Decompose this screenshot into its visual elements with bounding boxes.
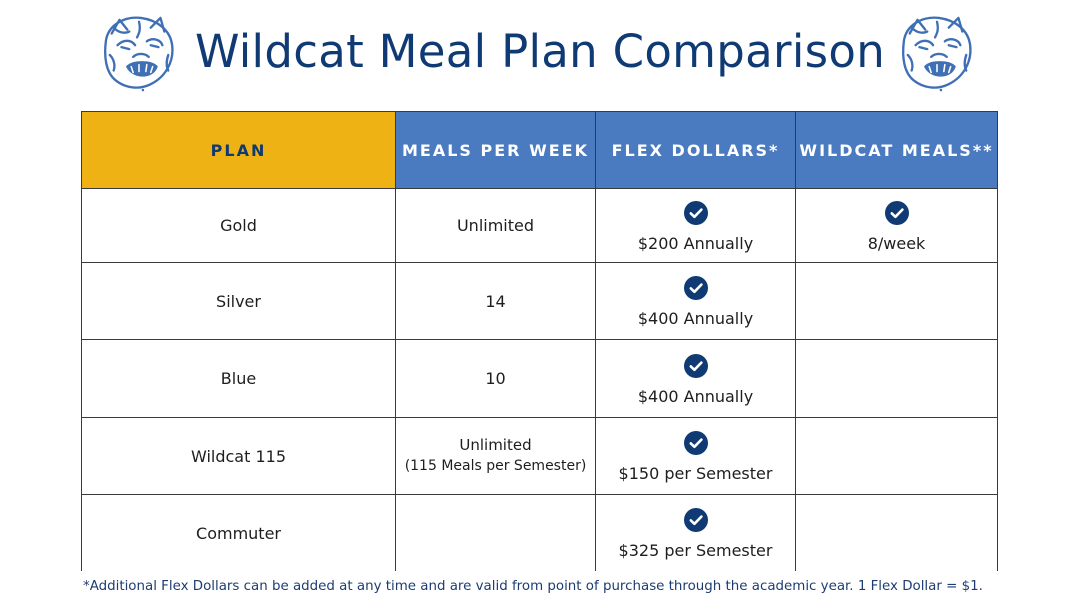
meals-per-week-value: Unlimited bbox=[456, 216, 535, 235]
page-title: Wildcat Meal Plan Comparison bbox=[194, 25, 886, 78]
wildcat-meals-amount: 8/week bbox=[867, 233, 926, 253]
plan-name-cell: Commuter bbox=[81, 494, 396, 572]
flex-dollars-amount: $150 per Semester bbox=[618, 464, 773, 483]
wildcat-logo-right bbox=[902, 16, 972, 92]
meals-per-week-cell: Unlimited (115 Meals per Semester) bbox=[395, 417, 596, 495]
flex-dollars-amount: $400 Annually bbox=[637, 309, 754, 328]
table-header-row: PLAN MEALS PER WEEK FLEX DOLLARS* WILDCA… bbox=[81, 111, 998, 189]
column-header-flex-dollars: FLEX DOLLARS* bbox=[595, 111, 796, 189]
table-row: Silver 14 $400 Annually bbox=[81, 262, 998, 340]
wildcat-meals-cell bbox=[795, 417, 998, 495]
table-row: Wildcat 115 Unlimited (115 Meals per Semes… bbox=[81, 417, 998, 495]
table-row: Commuter $325 per Semester bbox=[81, 494, 998, 572]
flex-dollars-amount: $325 per Semester bbox=[618, 541, 773, 560]
check-circle-icon bbox=[683, 353, 708, 378]
meals-per-week-label: Unlimited bbox=[459, 436, 532, 454]
meals-per-week-value: 10 bbox=[485, 369, 506, 388]
wildcat-logo-left bbox=[104, 16, 174, 92]
column-header-meals-per-week: MEALS PER WEEK bbox=[395, 111, 596, 189]
meals-per-week-note: (115 Meals per Semester) bbox=[404, 458, 587, 474]
check-circle-icon bbox=[683, 276, 708, 300]
column-header-plan: PLAN bbox=[81, 111, 396, 189]
table-row: Gold Unlimited $200 Annually 8/week bbox=[81, 188, 998, 263]
meals-per-week-cell bbox=[395, 494, 596, 572]
footnote: *Additional Flex Dollars can be added at… bbox=[83, 579, 983, 594]
flex-dollars-cell: $200 Annually bbox=[595, 188, 796, 263]
meals-per-week-cell: 10 bbox=[395, 339, 596, 418]
plan-name-cell: Wildcat 115 bbox=[81, 417, 396, 495]
flex-dollars-cell: $150 per Semester bbox=[595, 417, 796, 495]
flex-dollars-cell: $400 Annually bbox=[595, 262, 796, 340]
plan-name-cell: Silver bbox=[81, 262, 396, 340]
wildcat-meals-cell: 8/week bbox=[795, 188, 998, 263]
wildcat-meals-cell bbox=[795, 262, 998, 340]
check-circle-icon bbox=[683, 200, 708, 225]
check-circle-icon bbox=[884, 200, 909, 225]
meals-per-week-value: 14 bbox=[485, 291, 506, 311]
plan-name-cell: Gold bbox=[81, 188, 396, 263]
check-circle-icon bbox=[683, 431, 708, 455]
check-circle-icon bbox=[683, 508, 708, 532]
meal-plan-table: PLAN MEALS PER WEEK FLEX DOLLARS* WILDCA… bbox=[81, 111, 998, 572]
column-header-wildcat-meals: WILDCAT MEALS** bbox=[795, 111, 998, 189]
wildcat-meals-cell bbox=[795, 339, 998, 418]
flex-dollars-cell: $325 per Semester bbox=[595, 494, 796, 572]
flex-dollars-amount: $200 Annually bbox=[637, 233, 754, 253]
meals-per-week-cell: Unlimited bbox=[395, 188, 596, 263]
flex-dollars-cell: $400 Annually bbox=[595, 339, 796, 418]
wildcat-meals-cell bbox=[795, 494, 998, 572]
flex-dollars-amount: $400 Annually bbox=[637, 386, 754, 406]
table-bottom-edge bbox=[81, 571, 999, 577]
meals-per-week-cell: 14 bbox=[395, 262, 596, 340]
meals-per-week-value: Unlimited (115 Meals per Semester) bbox=[396, 435, 595, 477]
plan-name-cell: Blue bbox=[81, 339, 396, 418]
table-row: Blue 10 $400 Annually bbox=[81, 339, 998, 418]
